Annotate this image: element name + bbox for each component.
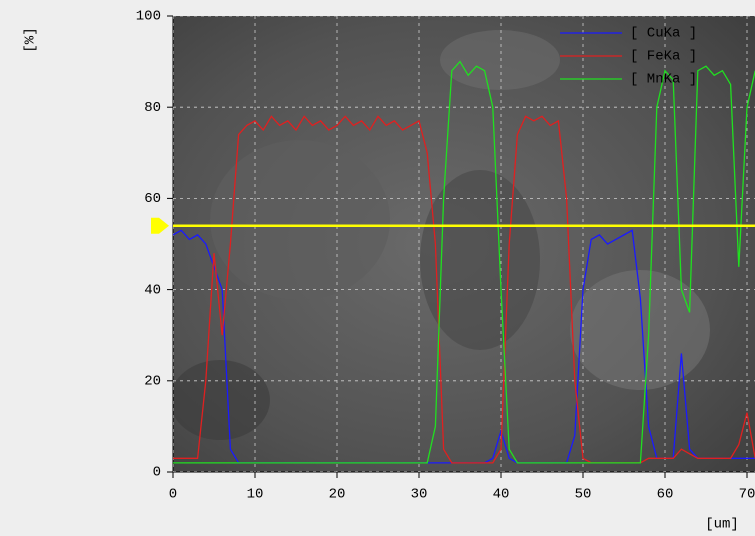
legend-label: [ FeKa ] bbox=[630, 49, 697, 65]
y-tick-label: 60 bbox=[144, 191, 161, 207]
x-tick-label: 70 bbox=[739, 487, 755, 503]
x-tick-label: 0 bbox=[169, 487, 177, 503]
x-tick-label: 40 bbox=[493, 487, 510, 503]
y-tick-label: 40 bbox=[144, 282, 161, 298]
legend-label: [ CuKa ] bbox=[630, 26, 697, 42]
y-tick-label: 100 bbox=[136, 9, 161, 25]
y-axis-label: [%] bbox=[23, 27, 39, 52]
x-axis-label: [um] bbox=[705, 517, 739, 533]
legend-label: [ MnKa ] bbox=[630, 72, 697, 88]
x-tick-label: 10 bbox=[247, 487, 264, 503]
x-tick-label: 30 bbox=[411, 487, 428, 503]
y-tick-label: 0 bbox=[153, 465, 161, 481]
y-tick-label: 80 bbox=[144, 100, 161, 116]
chart: [%] [um] 0 20 40 60 80 100 0 10 20 30 40 50 60 70 [ Cu… bbox=[0, 0, 755, 536]
x-tick-label: 20 bbox=[329, 487, 346, 503]
x-tick-label: 60 bbox=[657, 487, 674, 503]
x-tick-label: 50 bbox=[575, 487, 592, 503]
y-tick-label: 20 bbox=[144, 374, 161, 390]
page: [%] [um] 0 20 40 60 80 100 0 10 20 30 40 50 60 70 [ Cu… bbox=[0, 0, 755, 536]
